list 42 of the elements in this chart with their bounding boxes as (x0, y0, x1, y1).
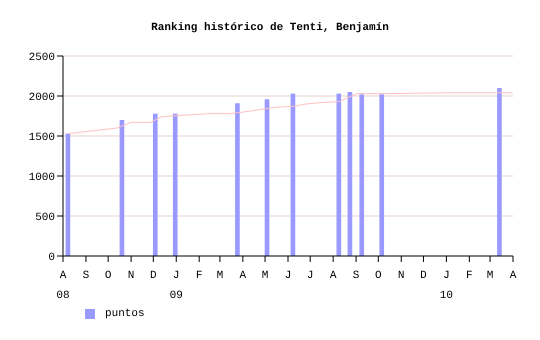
x-tick-label: J 09 (170, 270, 183, 302)
bar (336, 94, 342, 256)
x-tick-label: M (216, 270, 224, 282)
line-series (68, 92, 513, 134)
x-tick-label: F (196, 270, 202, 282)
bar (120, 120, 124, 256)
x-tick-label: M (486, 270, 494, 282)
legend-label: puntos (105, 308, 145, 320)
bar (152, 114, 158, 256)
x-tick-label: A 08 (56, 270, 70, 302)
bar (379, 94, 384, 256)
bar (348, 92, 352, 256)
x-tick-label: J 10 (440, 270, 453, 302)
bar (264, 99, 270, 256)
x-tick-label: N (398, 270, 405, 282)
x-tick-label: J (306, 270, 314, 282)
x-tick-label: S (82, 270, 90, 282)
x-tick-label: D (150, 270, 157, 282)
y-tick-label: 1000 (28, 172, 55, 184)
x-tick-label: A (240, 270, 247, 282)
y-tick-label: 0 (48, 252, 55, 264)
bar (497, 88, 502, 256)
bar (359, 94, 364, 256)
x-tick-label: F (466, 270, 473, 282)
x-tick-label: O (374, 270, 382, 282)
x-tick-label: D (420, 270, 428, 282)
x-tick-label: M (262, 270, 268, 282)
y-tick-label: 1500 (28, 132, 55, 144)
y-tick-label: 2000 (28, 92, 55, 104)
x-tick-label: S (352, 270, 360, 282)
y-tick-label: 2500 (28, 52, 55, 64)
y-tick-label: 500 (35, 212, 55, 224)
chart-title: Ranking histórico de Tenti, Benjamín (150, 22, 390, 34)
x-tick-label: O (104, 270, 112, 282)
x-tick-label: A (330, 270, 337, 282)
x-tick-label: A (510, 270, 517, 282)
bar (235, 103, 240, 256)
bar (290, 94, 296, 256)
x-tick-label: J (284, 270, 292, 282)
bar (66, 134, 70, 256)
x-tick-label: N (128, 270, 134, 282)
bar (172, 114, 178, 256)
